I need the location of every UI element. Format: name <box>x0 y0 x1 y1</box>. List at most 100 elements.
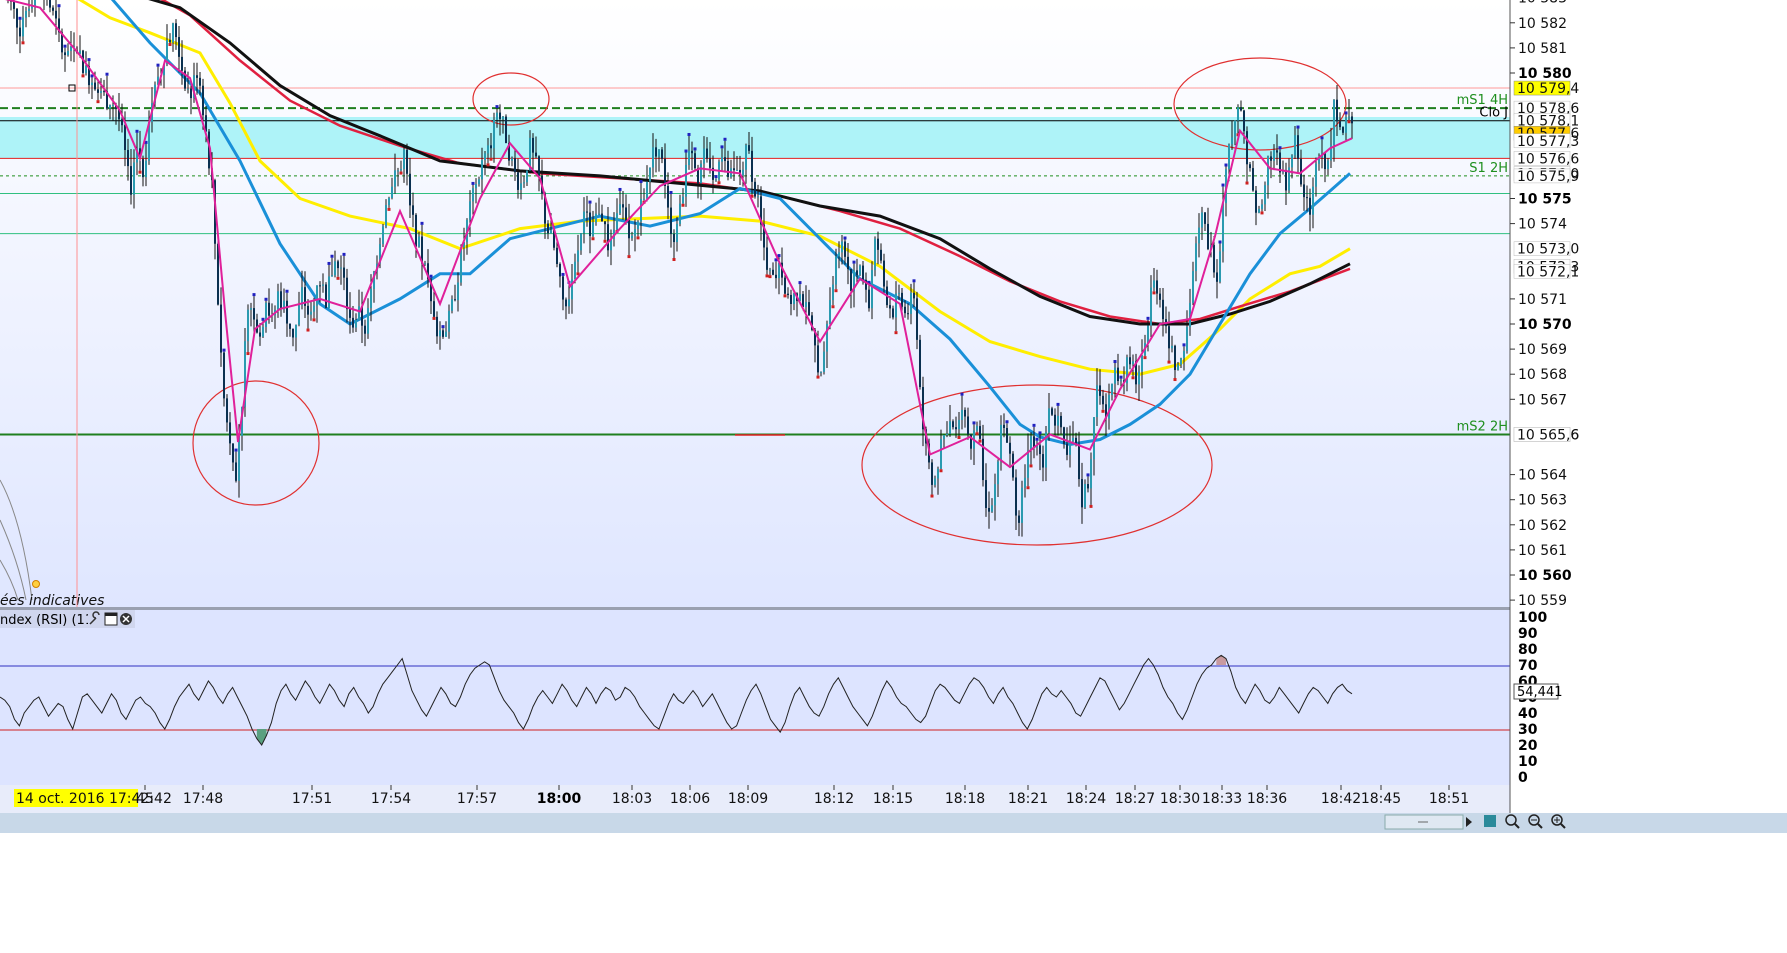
candle-body <box>337 261 339 269</box>
candle-body <box>199 77 201 86</box>
candle-body <box>661 149 663 159</box>
price-tick-label: 10 580 <box>1518 66 1572 82</box>
candle-body <box>1057 415 1059 426</box>
candle-body <box>697 168 699 184</box>
candle-body <box>1327 160 1329 170</box>
candle-body <box>1018 515 1020 523</box>
bar-marker <box>387 207 391 211</box>
price-panel[interactable] <box>0 0 1510 607</box>
time-tick-label: 18:24 <box>1066 791 1106 807</box>
candle-body <box>307 305 309 315</box>
candle-body <box>370 288 372 309</box>
zoom-out-icon[interactable] <box>1528 814 1543 829</box>
candle-body <box>1252 168 1254 191</box>
candle-body <box>958 419 960 430</box>
bar-marker <box>894 331 898 335</box>
time-tick-label: 18:09 <box>728 791 768 807</box>
price-badge-label: 10 565,6 <box>1517 427 1579 443</box>
bar-marker <box>1026 486 1030 490</box>
candle-body <box>361 306 363 326</box>
candle-body <box>1219 251 1221 282</box>
candle-body <box>805 302 807 308</box>
maximize-icon[interactable] <box>104 612 118 626</box>
bar-marker <box>1224 163 1228 167</box>
candle-body <box>28 8 30 11</box>
candle-body <box>133 162 135 195</box>
price-badge <box>1513 241 1571 256</box>
zoom-in-icon[interactable] <box>1551 814 1566 829</box>
candle-body <box>931 462 933 485</box>
candle-body <box>592 222 594 236</box>
candle-body <box>79 50 81 54</box>
candle-body <box>508 143 510 161</box>
candle-body <box>1168 326 1170 349</box>
candle-body <box>1285 170 1287 191</box>
candle-body <box>1279 152 1281 173</box>
bar-marker <box>1146 316 1150 320</box>
candle-body <box>589 212 591 236</box>
candle-body <box>487 145 489 154</box>
time-axis[interactable] <box>0 785 1510 813</box>
zoom-area-icon[interactable] <box>1505 814 1520 829</box>
candle-body <box>1081 479 1083 508</box>
candle-body <box>742 169 744 176</box>
candle-body <box>1045 432 1047 468</box>
bar-marker <box>912 279 916 283</box>
rsi-tick-label: 20 <box>1518 738 1538 754</box>
candle-body <box>1147 325 1149 344</box>
candle-body <box>1303 184 1305 198</box>
bar-marker <box>234 448 238 452</box>
bar-marker <box>750 194 754 198</box>
bar-marker <box>399 171 403 175</box>
candle-body <box>205 115 207 132</box>
candle-body <box>628 220 630 239</box>
price-badge-label: 10 576,6 <box>1517 151 1579 167</box>
level-line-s2-2h-label: mS2 2H <box>1457 419 1508 434</box>
indicative-note: ées indicatives <box>0 593 104 609</box>
candle-body <box>358 306 360 321</box>
close-icon[interactable] <box>120 613 132 625</box>
scroll-right-icon[interactable] <box>1466 817 1472 827</box>
candle-body <box>979 426 981 439</box>
panel-separator[interactable] <box>0 607 1510 610</box>
candle-body <box>706 148 708 159</box>
bar-marker <box>87 58 91 62</box>
price-badges: 10 579,410 578,610 578,110 577,610 577,3… <box>1513 80 1579 443</box>
candle-body <box>1105 404 1107 419</box>
candle-body <box>874 238 876 271</box>
zoom-fit-icon[interactable] <box>1484 815 1496 827</box>
candle-body <box>736 169 738 171</box>
bar-marker <box>816 375 820 379</box>
candle-body <box>103 91 105 93</box>
bar-marker <box>957 436 961 440</box>
candle-body <box>352 317 354 328</box>
bar-marker <box>1236 133 1240 137</box>
rsi-panel[interactable] <box>0 610 1510 785</box>
candle-body <box>82 50 84 73</box>
candle-body <box>1060 415 1062 428</box>
candle-body <box>400 169 402 171</box>
price-tick-label: 10 569 <box>1518 342 1567 358</box>
price-badge <box>1513 80 1571 96</box>
candle-body <box>997 461 999 485</box>
bar-marker <box>774 258 778 262</box>
bar-marker <box>156 63 160 67</box>
candle-body <box>1084 484 1086 508</box>
candle-body <box>1213 245 1215 273</box>
candle-body <box>1198 227 1200 244</box>
candle-body <box>442 330 444 337</box>
bar-marker <box>90 74 94 78</box>
candle-body <box>895 293 897 318</box>
candle-body <box>232 443 234 463</box>
candle-body <box>283 300 285 310</box>
bar-marker <box>627 255 631 259</box>
candle-body <box>364 325 366 334</box>
resistance-zone <box>0 117 1510 158</box>
bar-marker <box>576 272 580 276</box>
candle-body <box>49 0 51 8</box>
circle-1 <box>472 72 550 126</box>
rsi-tick-label: 40 <box>1518 706 1538 722</box>
candle-body <box>829 300 831 324</box>
candle-body <box>1072 437 1074 442</box>
wrench-icon[interactable] <box>88 611 101 626</box>
